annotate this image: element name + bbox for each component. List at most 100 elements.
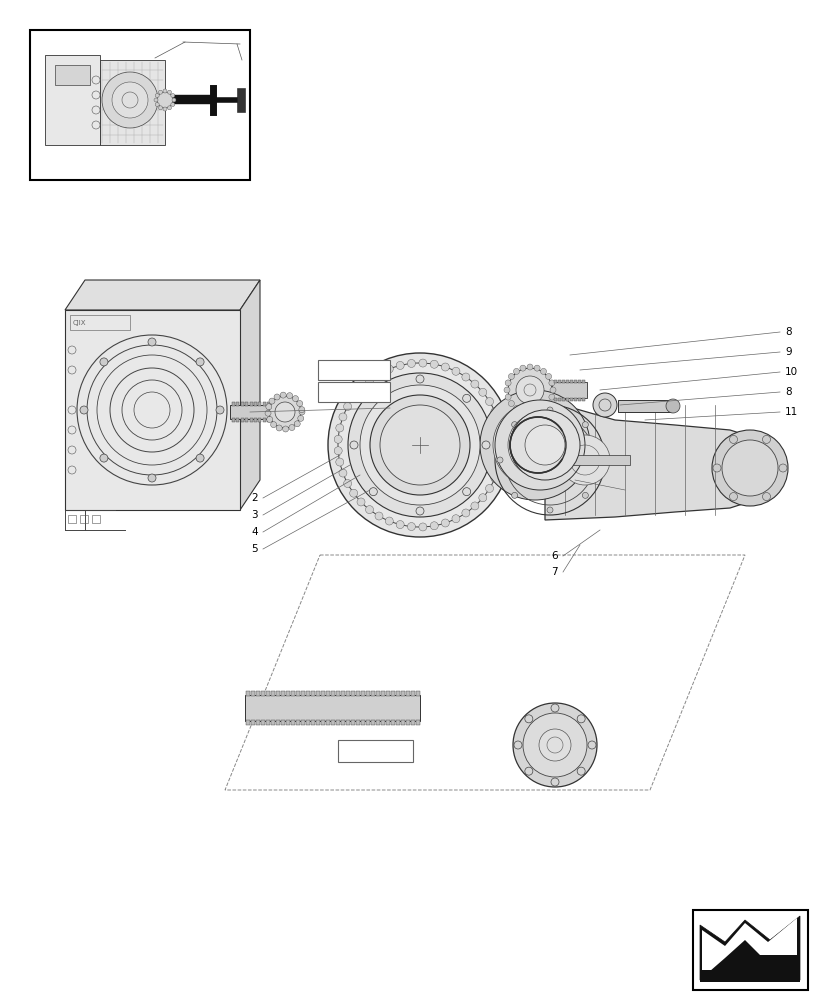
- Bar: [165, 95, 215, 104]
- Circle shape: [549, 387, 555, 393]
- Bar: [249, 418, 252, 422]
- Bar: [400, 720, 404, 725]
- Circle shape: [729, 493, 737, 501]
- Bar: [375, 691, 380, 696]
- Polygon shape: [240, 280, 260, 510]
- Bar: [346, 720, 350, 725]
- Circle shape: [513, 406, 519, 412]
- Bar: [331, 720, 335, 725]
- Circle shape: [665, 399, 679, 413]
- Circle shape: [496, 452, 504, 460]
- Circle shape: [347, 373, 491, 517]
- Circle shape: [524, 425, 564, 465]
- Circle shape: [395, 521, 404, 529]
- Circle shape: [216, 406, 224, 414]
- Bar: [280, 402, 283, 406]
- Text: PAG.  1: PAG. 1: [356, 746, 393, 756]
- Bar: [410, 691, 414, 696]
- Circle shape: [721, 440, 777, 496]
- Circle shape: [167, 106, 171, 110]
- Bar: [321, 691, 325, 696]
- Bar: [251, 720, 255, 725]
- Circle shape: [526, 410, 533, 416]
- Bar: [557, 398, 561, 401]
- Bar: [55, 65, 90, 85]
- Circle shape: [478, 388, 486, 396]
- Bar: [295, 720, 299, 725]
- Text: 1.21.0: 1.21.0: [337, 365, 370, 375]
- Bar: [306, 691, 309, 696]
- Circle shape: [430, 360, 437, 368]
- Bar: [356, 720, 360, 725]
- Bar: [45, 55, 100, 145]
- Text: 8: 8: [784, 387, 791, 397]
- Bar: [246, 720, 250, 725]
- Bar: [284, 418, 288, 422]
- Bar: [346, 691, 350, 696]
- Bar: [405, 691, 409, 696]
- Circle shape: [441, 363, 449, 371]
- Text: 9: 9: [784, 347, 791, 357]
- Bar: [289, 402, 292, 406]
- Circle shape: [492, 403, 576, 487]
- Circle shape: [540, 406, 546, 412]
- Bar: [265, 720, 270, 725]
- Circle shape: [778, 464, 786, 472]
- Text: 4: 4: [251, 527, 258, 537]
- Circle shape: [490, 474, 499, 482]
- Bar: [577, 380, 581, 383]
- Circle shape: [513, 368, 519, 374]
- Circle shape: [762, 435, 770, 443]
- Circle shape: [154, 98, 158, 102]
- Bar: [280, 418, 283, 422]
- Circle shape: [592, 393, 616, 417]
- Circle shape: [266, 416, 272, 422]
- Circle shape: [349, 393, 357, 401]
- Circle shape: [343, 403, 351, 411]
- Bar: [336, 720, 340, 725]
- Bar: [316, 691, 319, 696]
- Bar: [271, 418, 275, 422]
- Bar: [326, 720, 330, 725]
- Bar: [351, 720, 355, 725]
- Circle shape: [471, 380, 478, 388]
- Bar: [569, 380, 572, 383]
- Circle shape: [462, 394, 470, 402]
- Bar: [581, 398, 585, 401]
- Bar: [270, 720, 275, 725]
- Polygon shape: [699, 916, 799, 980]
- Circle shape: [274, 394, 280, 400]
- Circle shape: [495, 400, 585, 490]
- Bar: [361, 720, 365, 725]
- Circle shape: [276, 425, 282, 431]
- Polygon shape: [544, 400, 754, 520]
- Bar: [275, 691, 280, 696]
- Circle shape: [80, 406, 88, 414]
- Circle shape: [581, 422, 588, 428]
- Circle shape: [519, 409, 525, 415]
- Circle shape: [452, 367, 459, 375]
- Bar: [562, 380, 564, 383]
- Bar: [366, 720, 370, 725]
- Bar: [265, 691, 270, 696]
- Circle shape: [495, 464, 502, 472]
- Bar: [569, 398, 572, 401]
- Bar: [385, 720, 390, 725]
- Circle shape: [369, 394, 377, 402]
- Circle shape: [280, 392, 286, 398]
- Circle shape: [148, 474, 155, 482]
- Bar: [290, 691, 294, 696]
- Bar: [366, 691, 370, 696]
- Circle shape: [327, 353, 511, 537]
- Circle shape: [729, 435, 737, 443]
- Circle shape: [478, 494, 486, 502]
- Bar: [237, 88, 245, 112]
- Bar: [285, 720, 289, 725]
- Bar: [311, 691, 314, 696]
- Circle shape: [533, 365, 539, 371]
- Circle shape: [370, 395, 470, 495]
- Circle shape: [155, 94, 159, 98]
- Circle shape: [385, 365, 393, 373]
- Bar: [577, 398, 581, 401]
- Bar: [284, 402, 288, 406]
